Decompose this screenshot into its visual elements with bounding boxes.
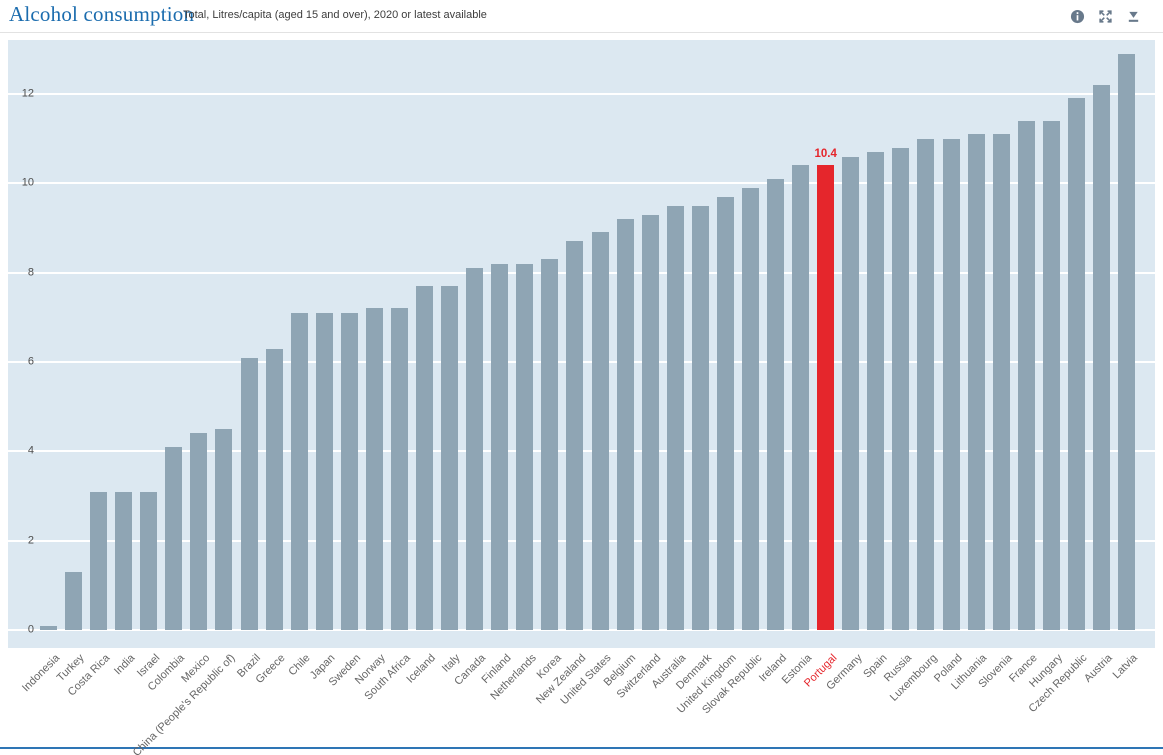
chart-header: Alcohol consumption Total, Litres/capita… — [0, 0, 1163, 32]
bar[interactable] — [340, 312, 358, 630]
info-icon[interactable] — [1070, 9, 1085, 24]
y-axis-tick-label: 0 — [27, 623, 34, 636]
bar[interactable] — [616, 219, 634, 630]
gridline-y-0 — [8, 629, 1155, 631]
bar[interactable] — [1092, 85, 1110, 630]
bar[interactable] — [541, 259, 559, 630]
chart-subtitle: Total, Litres/capita (aged 15 and over),… — [183, 9, 487, 21]
bar[interactable] — [942, 138, 960, 630]
bar[interactable] — [691, 205, 709, 630]
x-axis-label: Latvia — [1110, 652, 1141, 682]
chart-plot-area: 0 2 4 6 8 10 12 — [8, 40, 1155, 648]
bar[interactable] — [466, 268, 484, 630]
bar[interactable] — [315, 312, 333, 630]
bar[interactable] — [365, 308, 383, 630]
bar[interactable] — [867, 152, 885, 630]
footer-rule — [0, 747, 1163, 749]
x-axis-label: India — [111, 652, 138, 678]
bar[interactable] — [290, 312, 308, 630]
bar[interactable] — [917, 138, 935, 630]
bar[interactable] — [641, 214, 659, 630]
bar[interactable] — [215, 428, 233, 630]
bar[interactable] — [441, 286, 459, 630]
bar[interactable] — [1067, 98, 1085, 630]
bar[interactable] — [716, 196, 734, 630]
bar[interactable] — [190, 433, 208, 630]
bar-highlighted-portugal[interactable] — [817, 165, 835, 630]
y-axis-tick-label: 12 — [21, 87, 34, 100]
bar-value-label: 10.4 — [814, 148, 837, 161]
bar[interactable] — [390, 308, 408, 630]
bar[interactable] — [40, 625, 57, 630]
header-toolbar — [1070, 9, 1141, 24]
y-axis-tick-label: 2 — [27, 534, 34, 547]
bar[interactable] — [1118, 53, 1135, 630]
bar[interactable] — [416, 286, 434, 630]
bar[interactable] — [741, 187, 759, 630]
gridline-y-10 — [8, 182, 1155, 185]
fullscreen-icon[interactable] — [1098, 9, 1113, 24]
bar[interactable] — [842, 156, 860, 630]
y-axis-tick-label: 6 — [27, 355, 34, 368]
bar[interactable] — [767, 178, 785, 630]
bar[interactable] — [140, 491, 158, 630]
bar[interactable] — [65, 571, 83, 630]
bar[interactable] — [491, 263, 509, 630]
bar[interactable] — [115, 491, 133, 630]
bar[interactable] — [165, 446, 183, 630]
bar[interactable] — [1017, 120, 1035, 630]
bar[interactable] — [591, 232, 609, 630]
bar[interactable] — [992, 134, 1010, 630]
bar[interactable] — [892, 147, 910, 630]
bar[interactable] — [240, 357, 258, 630]
download-icon[interactable] — [1126, 9, 1141, 24]
y-axis-tick-label: 10 — [21, 176, 34, 189]
bar[interactable] — [792, 165, 810, 630]
y-axis-tick-label: 8 — [27, 266, 34, 279]
bar[interactable] — [1042, 120, 1060, 630]
bar[interactable] — [967, 134, 985, 630]
page-title: Alcohol consumption — [9, 2, 195, 26]
gridline-y-12 — [8, 92, 1155, 95]
bar[interactable] — [90, 491, 108, 630]
bar[interactable] — [666, 205, 684, 630]
x-axis-label: Austria — [1082, 652, 1115, 685]
bar[interactable] — [566, 241, 584, 630]
y-axis-tick-label: 4 — [27, 444, 34, 457]
header-divider — [0, 32, 1163, 33]
bar[interactable] — [265, 348, 283, 630]
bar[interactable] — [516, 263, 534, 630]
